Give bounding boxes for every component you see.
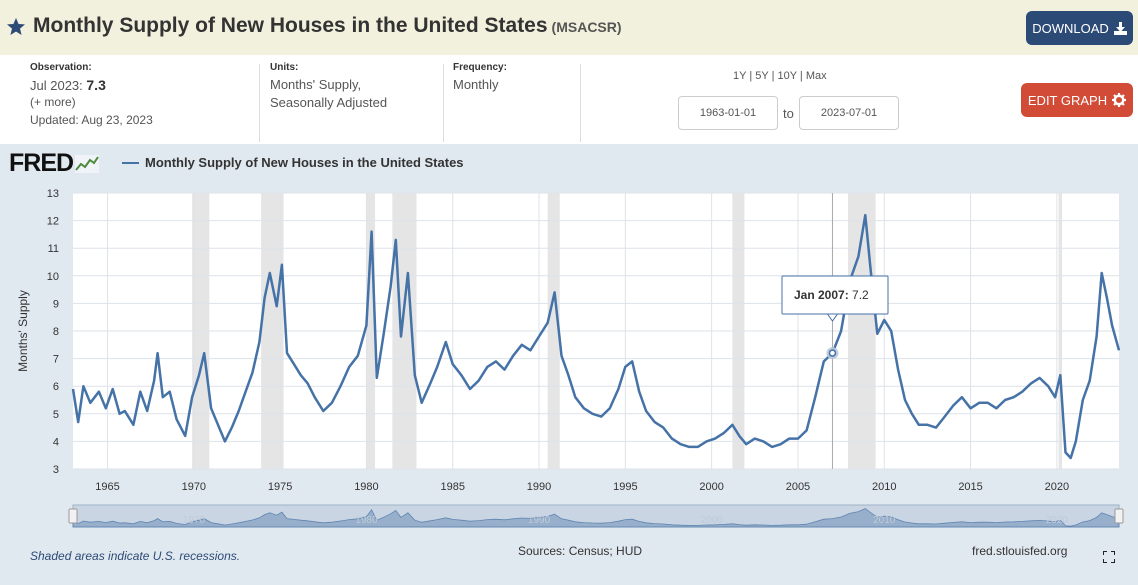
series-line[interactable] <box>71 213 1121 460</box>
edit-graph-button[interactable]: EDIT GRAPH <box>1021 83 1133 117</box>
edit-graph-label: EDIT GRAPH <box>1027 92 1108 108</box>
range-selector: 1Y | 5Y | 10Y | Max <box>733 70 827 82</box>
gear-icon <box>1112 93 1127 107</box>
x-tick-label: 1995 <box>613 481 637 493</box>
series-id: (MSACSR) <box>551 19 622 35</box>
range-max[interactable]: Max <box>805 70 827 82</box>
x-tick-label: 1970 <box>182 481 206 493</box>
fred-logo-text: FRED <box>9 149 74 177</box>
recession-note: Shaded areas indicate U.S. recessions. <box>30 549 241 563</box>
observation-block: Observation: Jul 2023: 7.3 (+ more) Upda… <box>30 62 153 127</box>
observation-label: Observation: <box>30 62 92 73</box>
x-tick-label: 2000 <box>699 481 723 493</box>
divider <box>443 64 444 142</box>
download-label: DOWNLOAD <box>1032 20 1109 36</box>
divider <box>259 64 260 142</box>
x-tick-label: 1985 <box>440 481 464 493</box>
tooltip-date: Jan 2007: <box>794 288 852 302</box>
fred-logo: FRED <box>9 149 100 178</box>
y-tick-label: 7 <box>53 354 59 366</box>
y-tick-label: 3 <box>53 464 59 476</box>
star-icon[interactable] <box>6 17 26 37</box>
fred-chart-icon <box>75 155 100 173</box>
fullscreen-icon[interactable] <box>1103 551 1115 563</box>
navigator-tick-label: 2000 <box>701 515 724 526</box>
observation-value: 7.3 <box>86 77 106 93</box>
units-line-1: Months' Supply, <box>270 77 362 92</box>
start-date-input[interactable]: 1963-01-01 <box>678 96 778 130</box>
updated-date: Updated: Aug 23, 2023 <box>30 113 153 127</box>
navigator-handle[interactable] <box>68 508 78 524</box>
y-tick-label: 5 <box>53 409 59 421</box>
page-header: Monthly Supply of New Houses in the Unit… <box>0 0 1138 55</box>
x-tick-label: 2020 <box>1045 481 1069 493</box>
x-tick-label: 1965 <box>95 481 119 493</box>
frequency-value: Monthly <box>453 77 499 92</box>
units-line-2: Seasonally Adjusted <box>270 95 388 110</box>
y-tick-label: 13 <box>47 188 59 200</box>
y-tick-label: 6 <box>53 381 59 393</box>
range-5y[interactable]: 5Y <box>755 70 769 82</box>
observation-date: Jul 2023: <box>30 78 83 93</box>
x-tick-label: 2010 <box>872 481 896 493</box>
range-1y[interactable]: 1Y <box>733 70 747 82</box>
chart-legend[interactable]: Monthly Supply of New Houses in the Unit… <box>122 155 464 170</box>
tooltip-text: Jan 2007: 7.2 <box>794 288 869 302</box>
to-label: to <box>783 106 794 121</box>
x-tick-label: 1990 <box>527 481 551 493</box>
download-button[interactable]: DOWNLOAD <box>1026 11 1133 45</box>
navigator-tick-label: 2020 <box>1046 515 1069 526</box>
tooltip-value: 7.2 <box>852 288 869 302</box>
more-link[interactable]: (+ more) <box>30 95 76 109</box>
page-title: Monthly Supply of New Houses in the Unit… <box>33 14 622 38</box>
series-title: Monthly Supply of New Houses in the Unit… <box>33 14 548 37</box>
range-10y[interactable]: 10Y <box>777 70 797 82</box>
divider <box>580 64 581 142</box>
y-tick-label: 8 <box>53 326 59 338</box>
tooltip-pointer <box>826 313 839 322</box>
y-axis-label: Months' Supply <box>16 290 30 372</box>
navigator-tick-label: 1970 <box>183 515 206 526</box>
x-tick-label: 1980 <box>354 481 378 493</box>
y-tick-label: 11 <box>48 243 59 255</box>
frequency-label: Frequency: <box>453 62 507 73</box>
end-date-input[interactable]: 2023-07-01 <box>799 96 899 130</box>
navigator-tick-label: 2010 <box>873 515 896 526</box>
legend-swatch <box>122 161 139 164</box>
y-tick-label: 9 <box>53 298 59 310</box>
frequency-block: Frequency: Monthly <box>453 62 507 92</box>
units-label: Units: <box>270 62 299 73</box>
site-link[interactable]: fred.stlouisfed.org <box>972 544 1068 558</box>
x-tick-label: 2005 <box>786 481 810 493</box>
units-block: Units: Months' Supply, Seasonally Adjust… <box>270 62 387 110</box>
navigator-tick-label: 1980 <box>355 515 378 526</box>
y-tick-label: 12 <box>47 216 59 228</box>
x-tick-label: 1975 <box>268 481 292 493</box>
legend-label: Monthly Supply of New Houses in the Unit… <box>145 155 464 170</box>
x-tick-label: 2015 <box>958 481 982 493</box>
navigator-tick-label: 1990 <box>528 515 551 526</box>
navigator-series <box>72 508 1120 528</box>
y-tick-label: 4 <box>53 436 59 448</box>
download-icon <box>1113 21 1127 35</box>
y-tick-label: 10 <box>47 271 59 283</box>
navigator-handle[interactable] <box>1114 508 1124 524</box>
hover-point[interactable] <box>828 349 837 357</box>
sources-text: Sources: Census; HUD <box>518 544 643 558</box>
